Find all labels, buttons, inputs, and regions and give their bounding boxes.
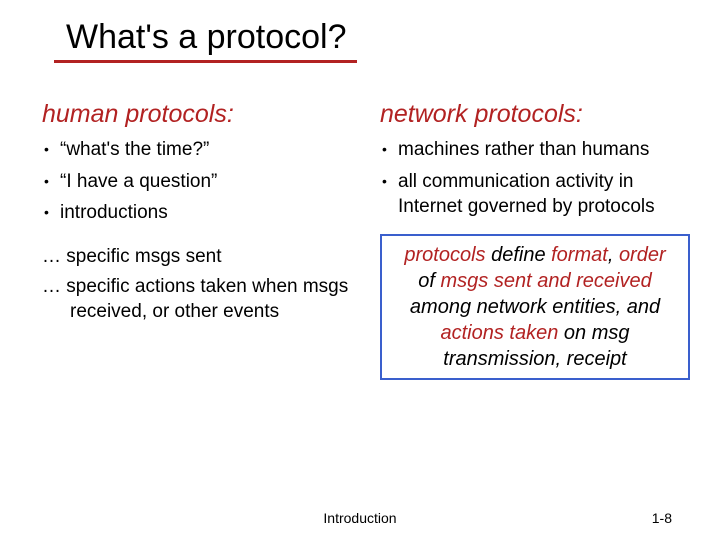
list-item: “I have a question” [42, 169, 352, 195]
slide-title-wrap: What's a protocol? [60, 18, 353, 61]
title-underline [54, 60, 357, 63]
content-columns: human protocols: “what's the time?” “I h… [42, 100, 690, 380]
summary-box: protocols define format, order of msgs s… [380, 234, 690, 380]
list-item: introductions [42, 200, 352, 226]
list-item: “what's the time?” [42, 137, 352, 163]
left-heading: human protocols: [42, 100, 352, 129]
right-column: network protocols: machines rather than … [380, 100, 690, 380]
list-item: machines rather than humans [380, 137, 690, 163]
list-item: … specific msgs sent [42, 244, 352, 270]
footer-prefix: 1- [652, 510, 664, 526]
footer-page: 1-8 [652, 510, 672, 526]
slide-title: What's a protocol? [60, 18, 353, 61]
list-item: … specific actions taken when msgs recei… [42, 274, 352, 325]
footer-page-number: 8 [664, 510, 672, 526]
left-column: human protocols: “what's the time?” “I h… [42, 100, 352, 380]
right-bullet-list: machines rather than humans all communic… [380, 137, 690, 220]
left-bullet-list: “what's the time?” “I have a question” i… [42, 137, 352, 226]
left-ellipsis-list: … specific msgs sent … specific actions … [42, 244, 352, 325]
footer-label: Introduction [0, 510, 720, 526]
list-item: all communication activity in Internet g… [380, 169, 690, 220]
right-heading: network protocols: [380, 100, 690, 129]
